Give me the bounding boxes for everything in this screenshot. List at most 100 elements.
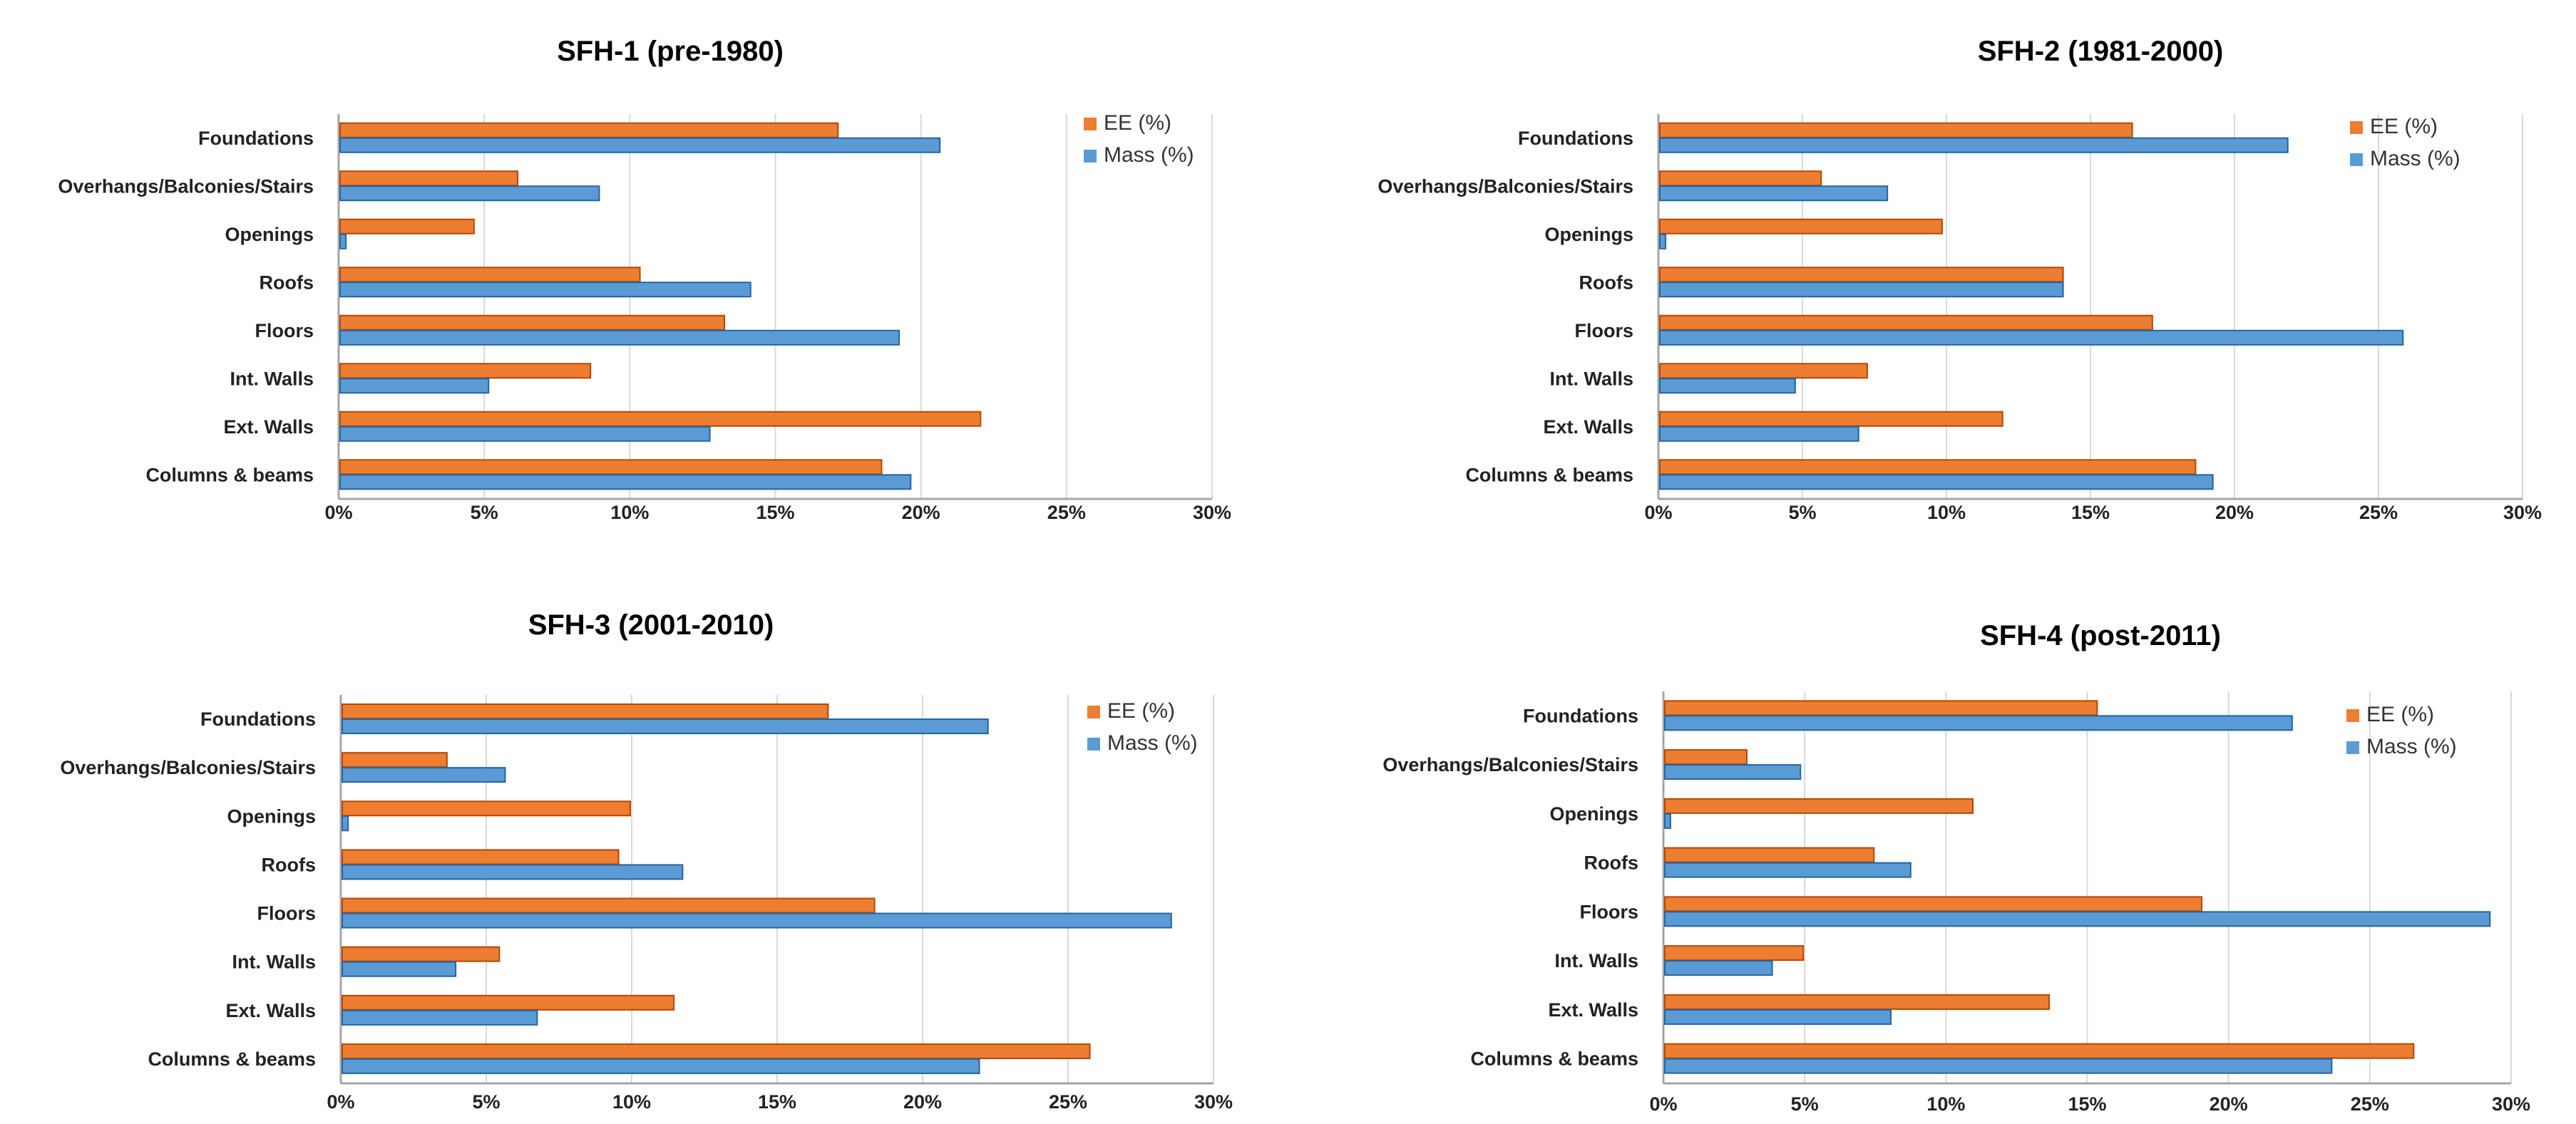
bar-ee-ext-walls <box>1659 411 2003 427</box>
chart-title: SFH-1 (pre-1980) <box>557 36 784 67</box>
chart-sfh-2: SFH-2 (1981-2000) 0% 5% 10% 15% 20% 25% 30% Foun… <box>1377 36 2542 523</box>
bar-ee-openings <box>1659 218 1943 234</box>
x-tick-label: 5% <box>1791 1093 1819 1115</box>
legend-label-mass: Mass (%) <box>1107 731 1198 755</box>
legend-label-ee: EE (%) <box>1104 111 1171 135</box>
category-label-foundations: Foundations <box>1518 128 1633 149</box>
x-tick-label: 0% <box>327 1091 354 1113</box>
bar-ee-floors <box>339 314 725 331</box>
bar-mass-roofs <box>1664 862 1912 878</box>
bar-ee-roofs <box>1659 267 2064 283</box>
bar-ee-foundations <box>339 122 839 138</box>
x-tick-label: 0% <box>1644 502 1672 523</box>
bar-ee-roofs <box>339 267 641 283</box>
bar-mass-overhangs-balconies-stairs <box>1664 764 1802 780</box>
bar-mass-openings <box>339 233 347 249</box>
chart-sfh-1: SFH-1 (pre-1980) 0% 5% 10% 15% 20% 25% 30% Found… <box>58 36 1231 523</box>
category-label-floors: Floors <box>1574 320 1633 341</box>
category-label-ext-walls: Ext. Walls <box>1548 999 1638 1021</box>
category-label-int-walls: Int. Walls <box>1554 950 1638 971</box>
x-tick-label: 25% <box>2359 502 2398 523</box>
bar-mass-floors <box>1664 911 2491 927</box>
x-tick-label: 10% <box>1927 502 1966 523</box>
chart-panel-sfh-4: SFH-4 (post-2011) 0% 5% 10% 15% 20% 25% 30% Foun… <box>1288 563 2575 1124</box>
bar-mass-int-walls <box>339 378 490 394</box>
x-tick-label: 25% <box>1049 1091 1087 1113</box>
bar-ee-int-walls <box>339 363 592 379</box>
x-tick-label: 15% <box>758 1091 796 1113</box>
category-label-roofs: Roofs <box>260 272 314 293</box>
bar-mass-int-walls <box>342 961 457 977</box>
bar-ee-columns-beams <box>339 459 883 475</box>
bar-mass-int-walls <box>1659 378 1796 394</box>
legend-swatch-ee <box>1084 118 1097 130</box>
bar-mass-openings <box>1664 813 1671 829</box>
legend-label-mass: Mass (%) <box>2366 735 2457 758</box>
bar-mass-foundations <box>1659 137 2289 153</box>
x-tick-label: 30% <box>2503 502 2542 523</box>
x-tick-label: 10% <box>1926 1093 1965 1115</box>
category-label-openings: Openings <box>225 224 314 245</box>
legend-swatch-ee <box>2346 709 2359 722</box>
bar-ee-foundations <box>1659 122 2133 138</box>
category-label-openings: Openings <box>1544 224 1633 245</box>
bar-ee-floors <box>1664 896 2203 912</box>
legend-label-mass: Mass (%) <box>1104 143 1194 167</box>
bar-mass-overhangs-balconies-stairs <box>342 767 506 783</box>
category-label-columns-beams: Columns & beams <box>145 464 314 485</box>
chart-sfh-4: SFH-4 (post-2011) 0% 5% 10% 15% 20% 25% 30% Foun… <box>1382 620 2530 1115</box>
category-label-overhangs-balconies-stairs: Overhangs/Balconies/Stairs <box>60 757 316 778</box>
bar-ee-ext-walls <box>342 994 675 1011</box>
x-tick-label: 20% <box>2215 502 2254 523</box>
category-label-overhangs-balconies-stairs: Overhangs/Balconies/Stairs <box>1377 175 1633 197</box>
bar-mass-foundations <box>1664 715 2293 731</box>
category-label-openings: Openings <box>1549 803 1638 825</box>
category-label-overhangs-balconies-stairs: Overhangs/Balconies/Stairs <box>58 175 314 197</box>
bar-mass-roofs <box>1659 282 2064 298</box>
legend-swatch-mass <box>1084 150 1097 163</box>
bar-ee-openings <box>339 218 475 234</box>
bar-ee-roofs <box>1664 847 1875 863</box>
category-label-openings: Openings <box>227 805 316 827</box>
x-tick-label: 25% <box>1047 502 1086 523</box>
category-label-ext-walls: Ext. Walls <box>223 416 314 438</box>
bar-mass-overhangs-balconies-stairs <box>339 185 600 202</box>
bar-ee-openings <box>1664 798 1974 814</box>
bar-mass-ext-walls <box>1659 426 1859 442</box>
category-label-overhangs-balconies-stairs: Overhangs/Balconies/Stairs <box>1382 754 1638 775</box>
bar-mass-columns-beams <box>1659 474 2214 490</box>
bar-ee-int-walls <box>1659 363 1868 379</box>
x-tick-label: 15% <box>2068 1093 2106 1115</box>
bar-mass-columns-beams <box>1664 1058 2333 1074</box>
x-tick-label: 10% <box>610 502 649 523</box>
x-tick-label: 30% <box>1194 1091 1233 1113</box>
legend-label-ee: EE (%) <box>2366 703 2434 726</box>
category-label-int-walls: Int. Walls <box>230 368 314 389</box>
category-label-roofs: Roofs <box>262 854 317 875</box>
bar-mass-ext-walls <box>342 1009 538 1026</box>
category-label-ext-walls: Ext. Walls <box>225 1000 316 1021</box>
legend-swatch-mass <box>2350 153 2363 166</box>
x-tick-label: 20% <box>903 1091 942 1113</box>
bar-mass-columns-beams <box>339 474 912 490</box>
bar-mass-floors <box>1659 329 2404 346</box>
x-tick-label: 10% <box>612 1091 651 1113</box>
category-label-int-walls: Int. Walls <box>232 952 316 973</box>
chart-title: SFH-3 (2001-2010) <box>528 609 774 641</box>
category-label-columns-beams: Columns & beams <box>1465 464 1633 485</box>
chart-panel-sfh-3: SFH-3 (2001-2010) 0% 5% 10% 15% 20% 25% 30% Foun… <box>0 563 1288 1124</box>
legend-label-ee: EE (%) <box>2370 115 2438 138</box>
bar-ee-overhangs-balconies-stairs <box>342 752 448 768</box>
x-tick-label: 20% <box>902 502 940 523</box>
bar-mass-overhangs-balconies-stairs <box>1659 185 1889 202</box>
chart-sfh-3: SFH-3 (2001-2010) 0% 5% 10% 15% 20% 25% 30% Foun… <box>60 609 1233 1113</box>
bar-mass-floors <box>342 912 1172 929</box>
bar-ee-columns-beams <box>342 1043 1091 1059</box>
bar-ee-int-walls <box>1664 945 1805 961</box>
bar-ee-overhangs-balconies-stairs <box>339 170 519 187</box>
bar-mass-openings <box>342 815 349 832</box>
category-label-int-walls: Int. Walls <box>1549 368 1633 389</box>
bar-ee-foundations <box>1664 700 2098 716</box>
bar-mass-foundations <box>342 718 989 735</box>
bar-ee-overhangs-balconies-stairs <box>1659 170 1822 187</box>
